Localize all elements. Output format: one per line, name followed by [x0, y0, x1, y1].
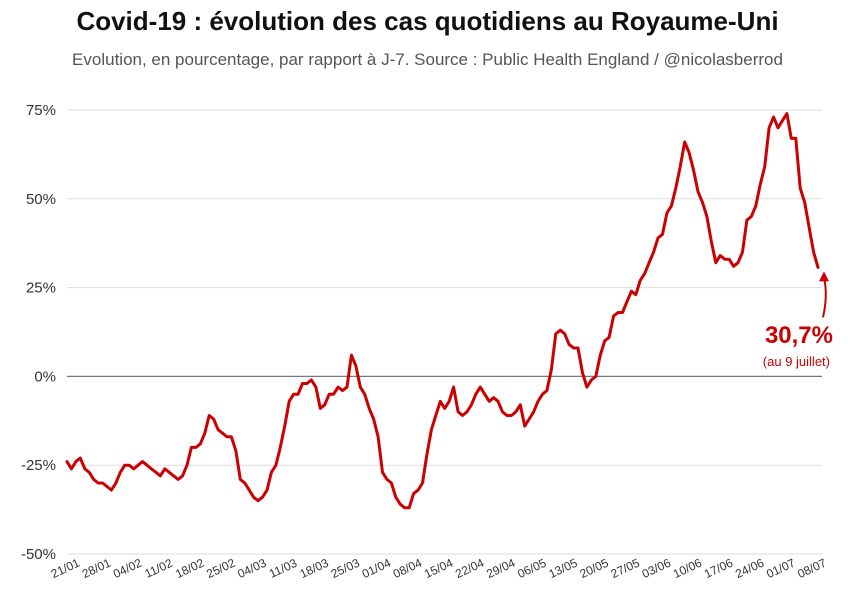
y-tick-label: -50% — [21, 546, 56, 563]
annotation-arrowhead — [819, 271, 829, 282]
x-tick-label: 25/03 — [329, 556, 362, 582]
x-tick-label: 20/05 — [578, 556, 611, 582]
series-line — [65, 112, 820, 510]
y-tick-label: 25% — [26, 280, 56, 297]
x-tick-label: 27/05 — [609, 556, 642, 582]
x-tick-label: 03/06 — [640, 556, 673, 582]
x-tick-label: 06/05 — [515, 556, 548, 582]
x-tick-label: 17/06 — [702, 556, 735, 582]
y-axis-ticks: 75% 50% 25% 0% -25% -50% — [21, 102, 56, 563]
x-tick-label: 13/05 — [546, 556, 579, 582]
annotation-value-label: 30,7% — [765, 322, 833, 349]
x-tick-label: 04/02 — [111, 556, 144, 582]
y-tick-label: 75% — [26, 102, 56, 119]
x-tick-label: 29/04 — [484, 556, 517, 582]
x-tick-label: 01/04 — [360, 556, 393, 582]
x-tick-label: 22/04 — [453, 556, 486, 582]
x-tick-label: 11/02 — [142, 556, 175, 581]
y-tick-label: 50% — [26, 191, 56, 208]
x-axis-ticks: 21/0128/0104/0211/0218/0225/0204/0311/03… — [49, 556, 829, 582]
y-tick-label: 0% — [34, 368, 56, 385]
x-tick-label: 08/07 — [795, 556, 828, 582]
gridlines — [67, 109, 822, 555]
x-tick-label: 24/06 — [733, 556, 766, 582]
annotation-arrow — [822, 277, 827, 318]
x-tick-label: 18/02 — [173, 556, 206, 582]
x-tick-label: 18/03 — [298, 556, 331, 582]
x-tick-label: 08/04 — [391, 556, 424, 582]
x-tick-label: 11/03 — [267, 556, 300, 581]
annotation: 30,7% (au 9 juillet) — [763, 271, 833, 369]
chart-subtitle: Evolution, en pourcentage, par rapport à… — [72, 50, 783, 69]
x-tick-label: 10/06 — [671, 556, 704, 582]
annotation-date-note: (au 9 juillet) — [763, 354, 830, 369]
x-tick-label: 28/01 — [80, 556, 113, 582]
x-tick-label: 25/02 — [204, 556, 237, 582]
y-tick-label: -25% — [21, 457, 56, 474]
x-tick-label: 04/03 — [235, 556, 268, 582]
x-tick-label: 15/04 — [422, 556, 455, 582]
x-tick-label: 01/07 — [764, 556, 797, 582]
chart-title: Covid-19 : évolution des cas quotidiens … — [76, 6, 779, 36]
